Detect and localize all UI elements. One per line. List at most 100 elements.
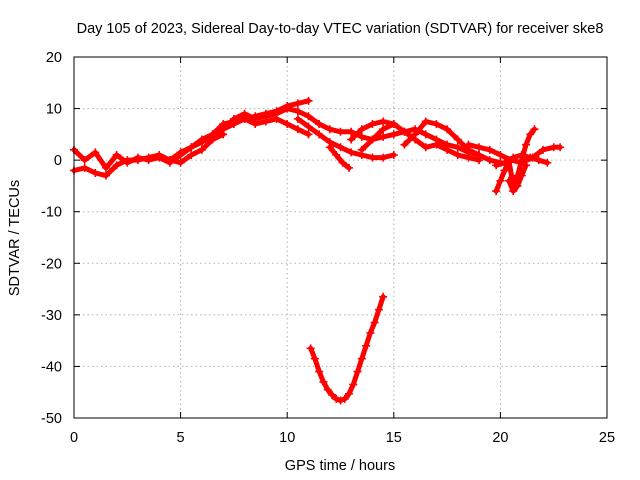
data-point (165, 156, 174, 165)
y-tick-label: -10 (41, 205, 62, 221)
data-point (492, 161, 501, 170)
data-point (91, 148, 100, 157)
data-point (261, 112, 270, 121)
data-point (112, 161, 121, 170)
data-point (374, 305, 383, 314)
data-point (368, 120, 377, 129)
data-point (304, 96, 313, 105)
data-point (500, 158, 509, 167)
data-point (304, 112, 313, 121)
data-point (421, 143, 430, 152)
data-point (80, 156, 89, 165)
data-point (368, 135, 377, 144)
series-arc-13 (504, 161, 530, 196)
data-point (123, 156, 132, 165)
data-point (526, 153, 535, 162)
data-point (176, 158, 185, 167)
data-point (347, 135, 356, 144)
data-point (453, 150, 462, 159)
data-point (521, 161, 530, 170)
data-point (208, 135, 217, 144)
data-point (338, 158, 347, 167)
data-point (475, 143, 484, 152)
data-point (315, 367, 324, 376)
series-line (327, 144, 352, 171)
data-point (325, 125, 334, 134)
data-point (513, 181, 522, 190)
data-point (155, 150, 164, 159)
y-tick-label: -40 (41, 359, 62, 375)
data-point (310, 354, 319, 363)
series-arc-7 (357, 120, 484, 165)
data-point (543, 158, 552, 167)
data-point (475, 150, 484, 159)
data-point (421, 130, 430, 139)
data-point (293, 114, 302, 123)
data-point (464, 140, 473, 149)
y-tick-label: -20 (41, 256, 62, 272)
series-arc-3 (165, 114, 313, 165)
data-point (251, 114, 260, 123)
y-tick-label: 20 (46, 50, 62, 66)
data-point (187, 150, 196, 159)
x-tick-label: 20 (492, 430, 508, 446)
data-point (101, 163, 110, 172)
data-point (357, 145, 366, 154)
data-point (421, 117, 430, 126)
data-point (496, 176, 505, 185)
data-point (187, 143, 196, 152)
data-point (283, 104, 292, 113)
data-series (70, 96, 565, 405)
data-point (411, 130, 420, 139)
x-tick-label: 15 (386, 430, 402, 446)
data-point (432, 140, 441, 149)
series-line (493, 126, 537, 194)
y-tick-label: 0 (54, 153, 62, 169)
data-point (509, 187, 518, 196)
data-point (219, 125, 228, 134)
data-point (306, 344, 315, 353)
data-point (315, 130, 324, 139)
data-point (336, 396, 345, 405)
y-tick-label: 10 (46, 102, 62, 118)
data-point (379, 125, 388, 134)
data-point (492, 187, 501, 196)
series-line (308, 294, 386, 403)
data-point (347, 127, 356, 136)
y-tick-label: -30 (41, 308, 62, 324)
chart-title: Day 105 of 2023, Sidereal Day-to-day VTE… (77, 21, 604, 37)
data-point (353, 367, 362, 376)
data-point (327, 390, 336, 399)
data-point (379, 117, 388, 126)
y-axis-label: SDTVAR / TECUs (7, 180, 23, 296)
data-point (315, 120, 324, 129)
data-point (504, 176, 513, 185)
data-point (432, 120, 441, 129)
data-point (366, 328, 375, 337)
data-point (229, 114, 238, 123)
data-point (133, 156, 142, 165)
data-point (556, 143, 565, 152)
data-point (453, 143, 462, 152)
series-line (402, 119, 503, 166)
data-point (389, 150, 398, 159)
series-arc-14 (306, 292, 388, 405)
data-point (485, 145, 494, 154)
data-point (539, 145, 548, 154)
data-point (379, 292, 388, 301)
data-point (500, 166, 509, 175)
data-point (197, 145, 206, 154)
data-point (112, 150, 121, 159)
data-point (521, 140, 530, 149)
plot-frame (73, 56, 608, 419)
data-point (534, 156, 543, 165)
x-axis-label: GPS time / hours (285, 458, 395, 474)
x-tick-label: 5 (177, 430, 185, 446)
data-point (517, 150, 526, 159)
data-point (304, 130, 313, 139)
series-line (167, 116, 311, 163)
data-point (400, 127, 409, 136)
data-point (293, 107, 302, 116)
data-point (323, 385, 332, 394)
